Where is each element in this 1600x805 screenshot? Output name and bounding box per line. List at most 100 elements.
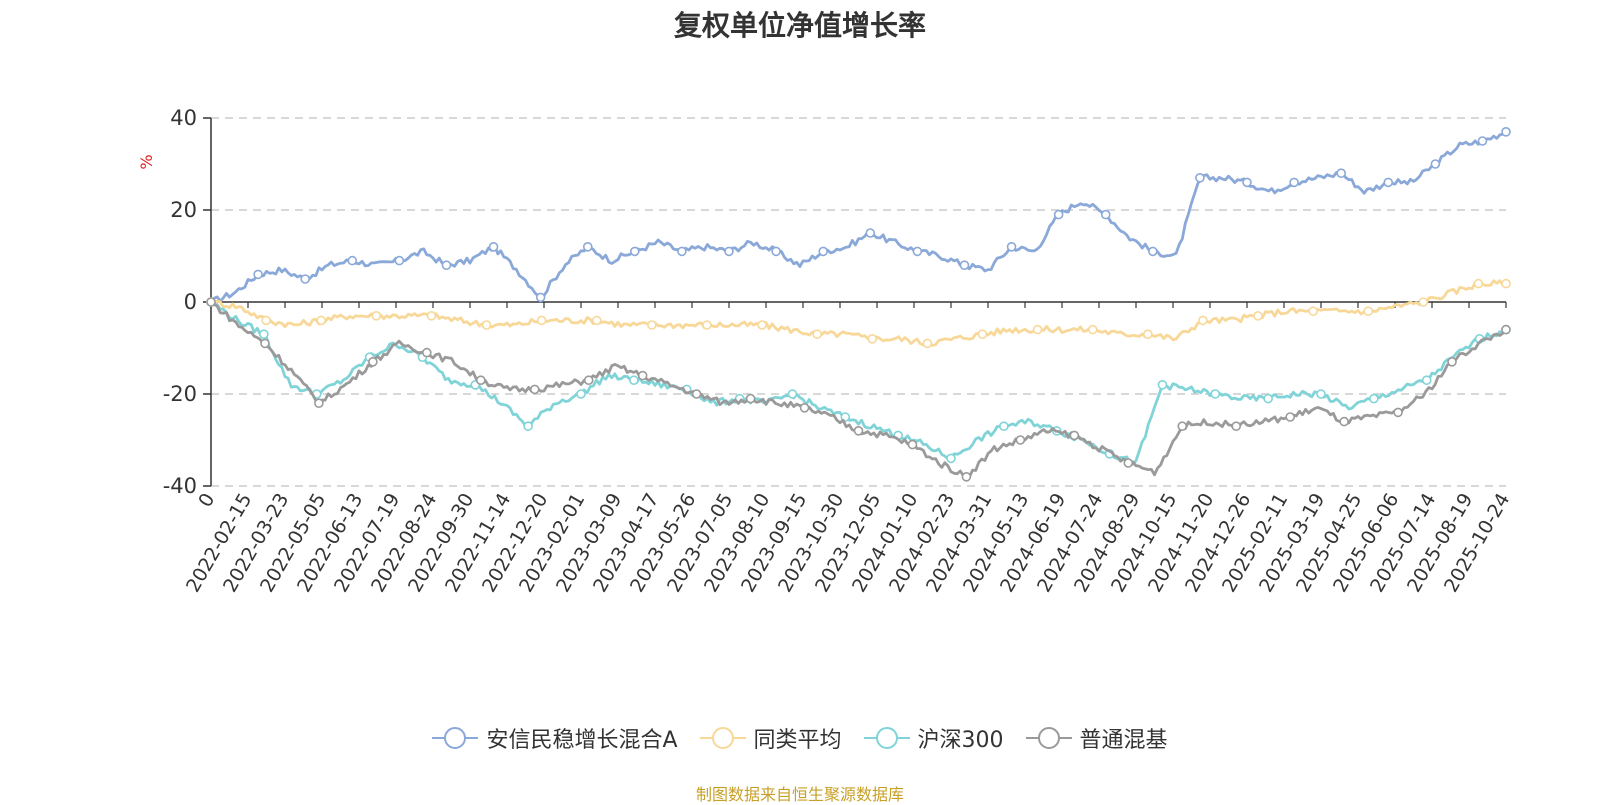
data-point <box>629 375 639 386</box>
data-point <box>1198 315 1208 326</box>
data-point <box>946 453 956 464</box>
grid-lines <box>211 117 1506 487</box>
data-point <box>702 320 712 330</box>
data-point <box>576 389 586 399</box>
series-line <box>210 300 1508 481</box>
data-point <box>818 246 828 257</box>
x-tick-label: 0 <box>194 490 219 511</box>
legend-item-mixed-fund[interactable]: 普通混基 <box>1025 722 1168 754</box>
legend-label: 沪深300 <box>917 728 1004 753</box>
y-axis-label: % <box>137 154 156 169</box>
data-point <box>1363 306 1374 317</box>
data-point <box>1195 173 1205 183</box>
y-tick-label: 20 <box>170 198 197 222</box>
data-point <box>1143 329 1153 340</box>
data-point <box>812 329 822 340</box>
data-source-note: 制图数据来自恒生聚源数据库 <box>695 785 904 804</box>
data-point <box>536 315 547 326</box>
data-point <box>724 246 734 257</box>
data-point <box>1501 278 1511 289</box>
data-point <box>865 228 876 238</box>
data-point <box>1069 430 1080 441</box>
data-point <box>1231 421 1242 432</box>
data-point <box>1501 127 1511 137</box>
data-point <box>999 421 1009 432</box>
data-point <box>426 310 437 321</box>
data-point <box>1430 159 1441 169</box>
data-point <box>1421 375 1432 386</box>
legend-item-peer-average[interactable]: 同类平均 <box>699 722 842 754</box>
data-point <box>1501 324 1511 335</box>
data-point <box>475 375 486 386</box>
data-point <box>853 425 864 436</box>
series-lines <box>206 127 1511 482</box>
data-point <box>488 242 499 252</box>
data-point <box>394 255 405 266</box>
y-tick-label: 40 <box>170 106 197 130</box>
y-tick-label: -20 <box>163 382 197 406</box>
data-point <box>1087 324 1098 335</box>
legend-item-csi300[interactable]: 沪深300 <box>863 722 1004 754</box>
data-point <box>745 393 756 404</box>
legend-label: 同类平均 <box>753 728 842 753</box>
data-point <box>637 370 648 381</box>
data-point <box>1157 379 1168 390</box>
data-point <box>961 471 972 482</box>
data-point <box>1100 209 1111 220</box>
data-point <box>314 398 324 409</box>
data-point <box>1308 306 1318 317</box>
legend-item-fund[interactable]: 安信民稳增长混合A <box>432 722 678 754</box>
data-point <box>1263 393 1273 404</box>
data-point <box>1393 407 1403 418</box>
data-point <box>1053 209 1064 220</box>
data-point <box>1015 435 1026 445</box>
data-point <box>1336 168 1346 178</box>
data-point <box>977 329 988 340</box>
chart-title: 复权单位净值增长率 <box>673 9 926 42</box>
data-point <box>1285 412 1295 422</box>
data-point <box>253 269 263 280</box>
data-point <box>347 255 358 266</box>
legend-marker-icon <box>699 726 746 750</box>
data-point <box>677 246 687 257</box>
data-point <box>1447 356 1457 367</box>
data-point <box>1369 393 1379 404</box>
data-point <box>630 246 640 257</box>
data-point <box>523 421 533 432</box>
data-point <box>1418 297 1429 307</box>
data-point <box>481 320 492 330</box>
y-tick-label: -40 <box>163 474 197 498</box>
data-point <box>441 260 452 271</box>
data-point <box>1123 458 1134 468</box>
data-point <box>867 333 878 344</box>
data-point <box>1253 310 1263 321</box>
legend-marker-icon <box>1025 726 1072 750</box>
data-point <box>691 389 702 399</box>
data-point <box>261 315 271 326</box>
data-point <box>1473 278 1484 289</box>
data-point <box>922 338 933 349</box>
data-point <box>757 320 767 330</box>
data-point <box>260 338 270 349</box>
series-line <box>209 130 1507 303</box>
series-line <box>210 279 1507 347</box>
data-point <box>529 384 540 395</box>
data-point <box>1383 177 1394 188</box>
data-point <box>787 389 798 399</box>
data-point <box>206 297 216 307</box>
data-point <box>1177 421 1188 432</box>
data-point <box>368 356 378 367</box>
data-point <box>300 274 310 284</box>
data-point <box>582 242 593 252</box>
legend-marker-icon <box>863 726 910 750</box>
data-point <box>1148 246 1158 257</box>
data-point <box>771 246 781 257</box>
data-point <box>1210 389 1221 399</box>
data-point <box>959 260 970 271</box>
data-point <box>259 329 269 340</box>
legend-marker-icon <box>432 726 479 750</box>
data-point <box>1289 177 1299 188</box>
data-point <box>316 315 327 326</box>
series-line <box>210 300 1507 466</box>
